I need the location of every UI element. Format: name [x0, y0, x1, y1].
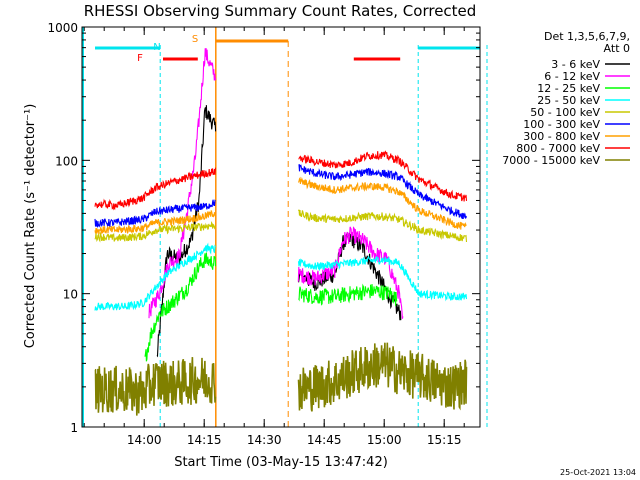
- legend-label-2: 6 - 12 keV: [544, 70, 600, 83]
- series-line-5: [94, 209, 468, 243]
- x-tick-label-1: 14:15: [187, 433, 222, 447]
- x-tick-label-2: 14:30: [247, 433, 282, 447]
- y-tick-label-0: 1: [70, 421, 78, 435]
- legend-label-3: 12 - 25 keV: [537, 82, 600, 95]
- footer-timestamp: 25-Oct-2021 13:04: [560, 468, 636, 477]
- legend-label-1: 3 - 6 keV: [551, 58, 600, 71]
- legend-label-5: 50 - 100 keV: [530, 106, 600, 119]
- legend-label-7: 300 - 800 keV: [523, 130, 600, 143]
- series-line-6: [94, 164, 468, 228]
- series-line-7: [94, 176, 467, 235]
- series-line-8: [94, 150, 468, 211]
- legend-label-4: 25 - 50 keV: [537, 94, 600, 107]
- plot-frame: [81, 26, 481, 428]
- annotation-flare-label: F: [137, 53, 143, 64]
- plot-area: [82, 27, 488, 427]
- axis-ticks: 14:00 14:15 14:30 14:45 15:00 15:15 1 10 100 1000: [47, 21, 480, 447]
- x-tick-label-4: 15:00: [367, 433, 402, 447]
- y-tick-label-3: 1000: [47, 21, 78, 35]
- legend-label-6: 100 - 300 keV: [523, 118, 600, 131]
- legend-label-9: 7000 - 15000 keV: [502, 154, 600, 167]
- y-tick-label-2: 100: [55, 154, 78, 168]
- x-tick-label-0: 14:00: [127, 433, 162, 447]
- y-tick-label-1: 10: [63, 288, 78, 302]
- series-line-9: [94, 342, 468, 416]
- x-tick-label-5: 15:15: [427, 433, 462, 447]
- annotation-saa-label: S: [192, 34, 198, 45]
- chart-title: RHESSI Observing Summary Count Rates, Co…: [84, 2, 477, 20]
- series-line-4: [94, 242, 468, 312]
- annotation-night-label: N: [153, 42, 160, 53]
- y-axis-label: Corrected Count Rate (s⁻¹ detector⁻¹): [23, 104, 38, 349]
- x-tick-label-3: 14:45: [307, 433, 342, 447]
- series-line-1: [156, 105, 402, 358]
- x-axis-label: Start Time (03-May-15 13:47:42): [174, 455, 388, 470]
- legend-header-line-2: Att 0: [604, 42, 630, 55]
- series-line-3: [144, 252, 398, 362]
- legend-label-8: 800 - 7000 keV: [516, 142, 600, 155]
- legend-header-line-1: Det 1,3,5,6,7,9,: [544, 30, 630, 43]
